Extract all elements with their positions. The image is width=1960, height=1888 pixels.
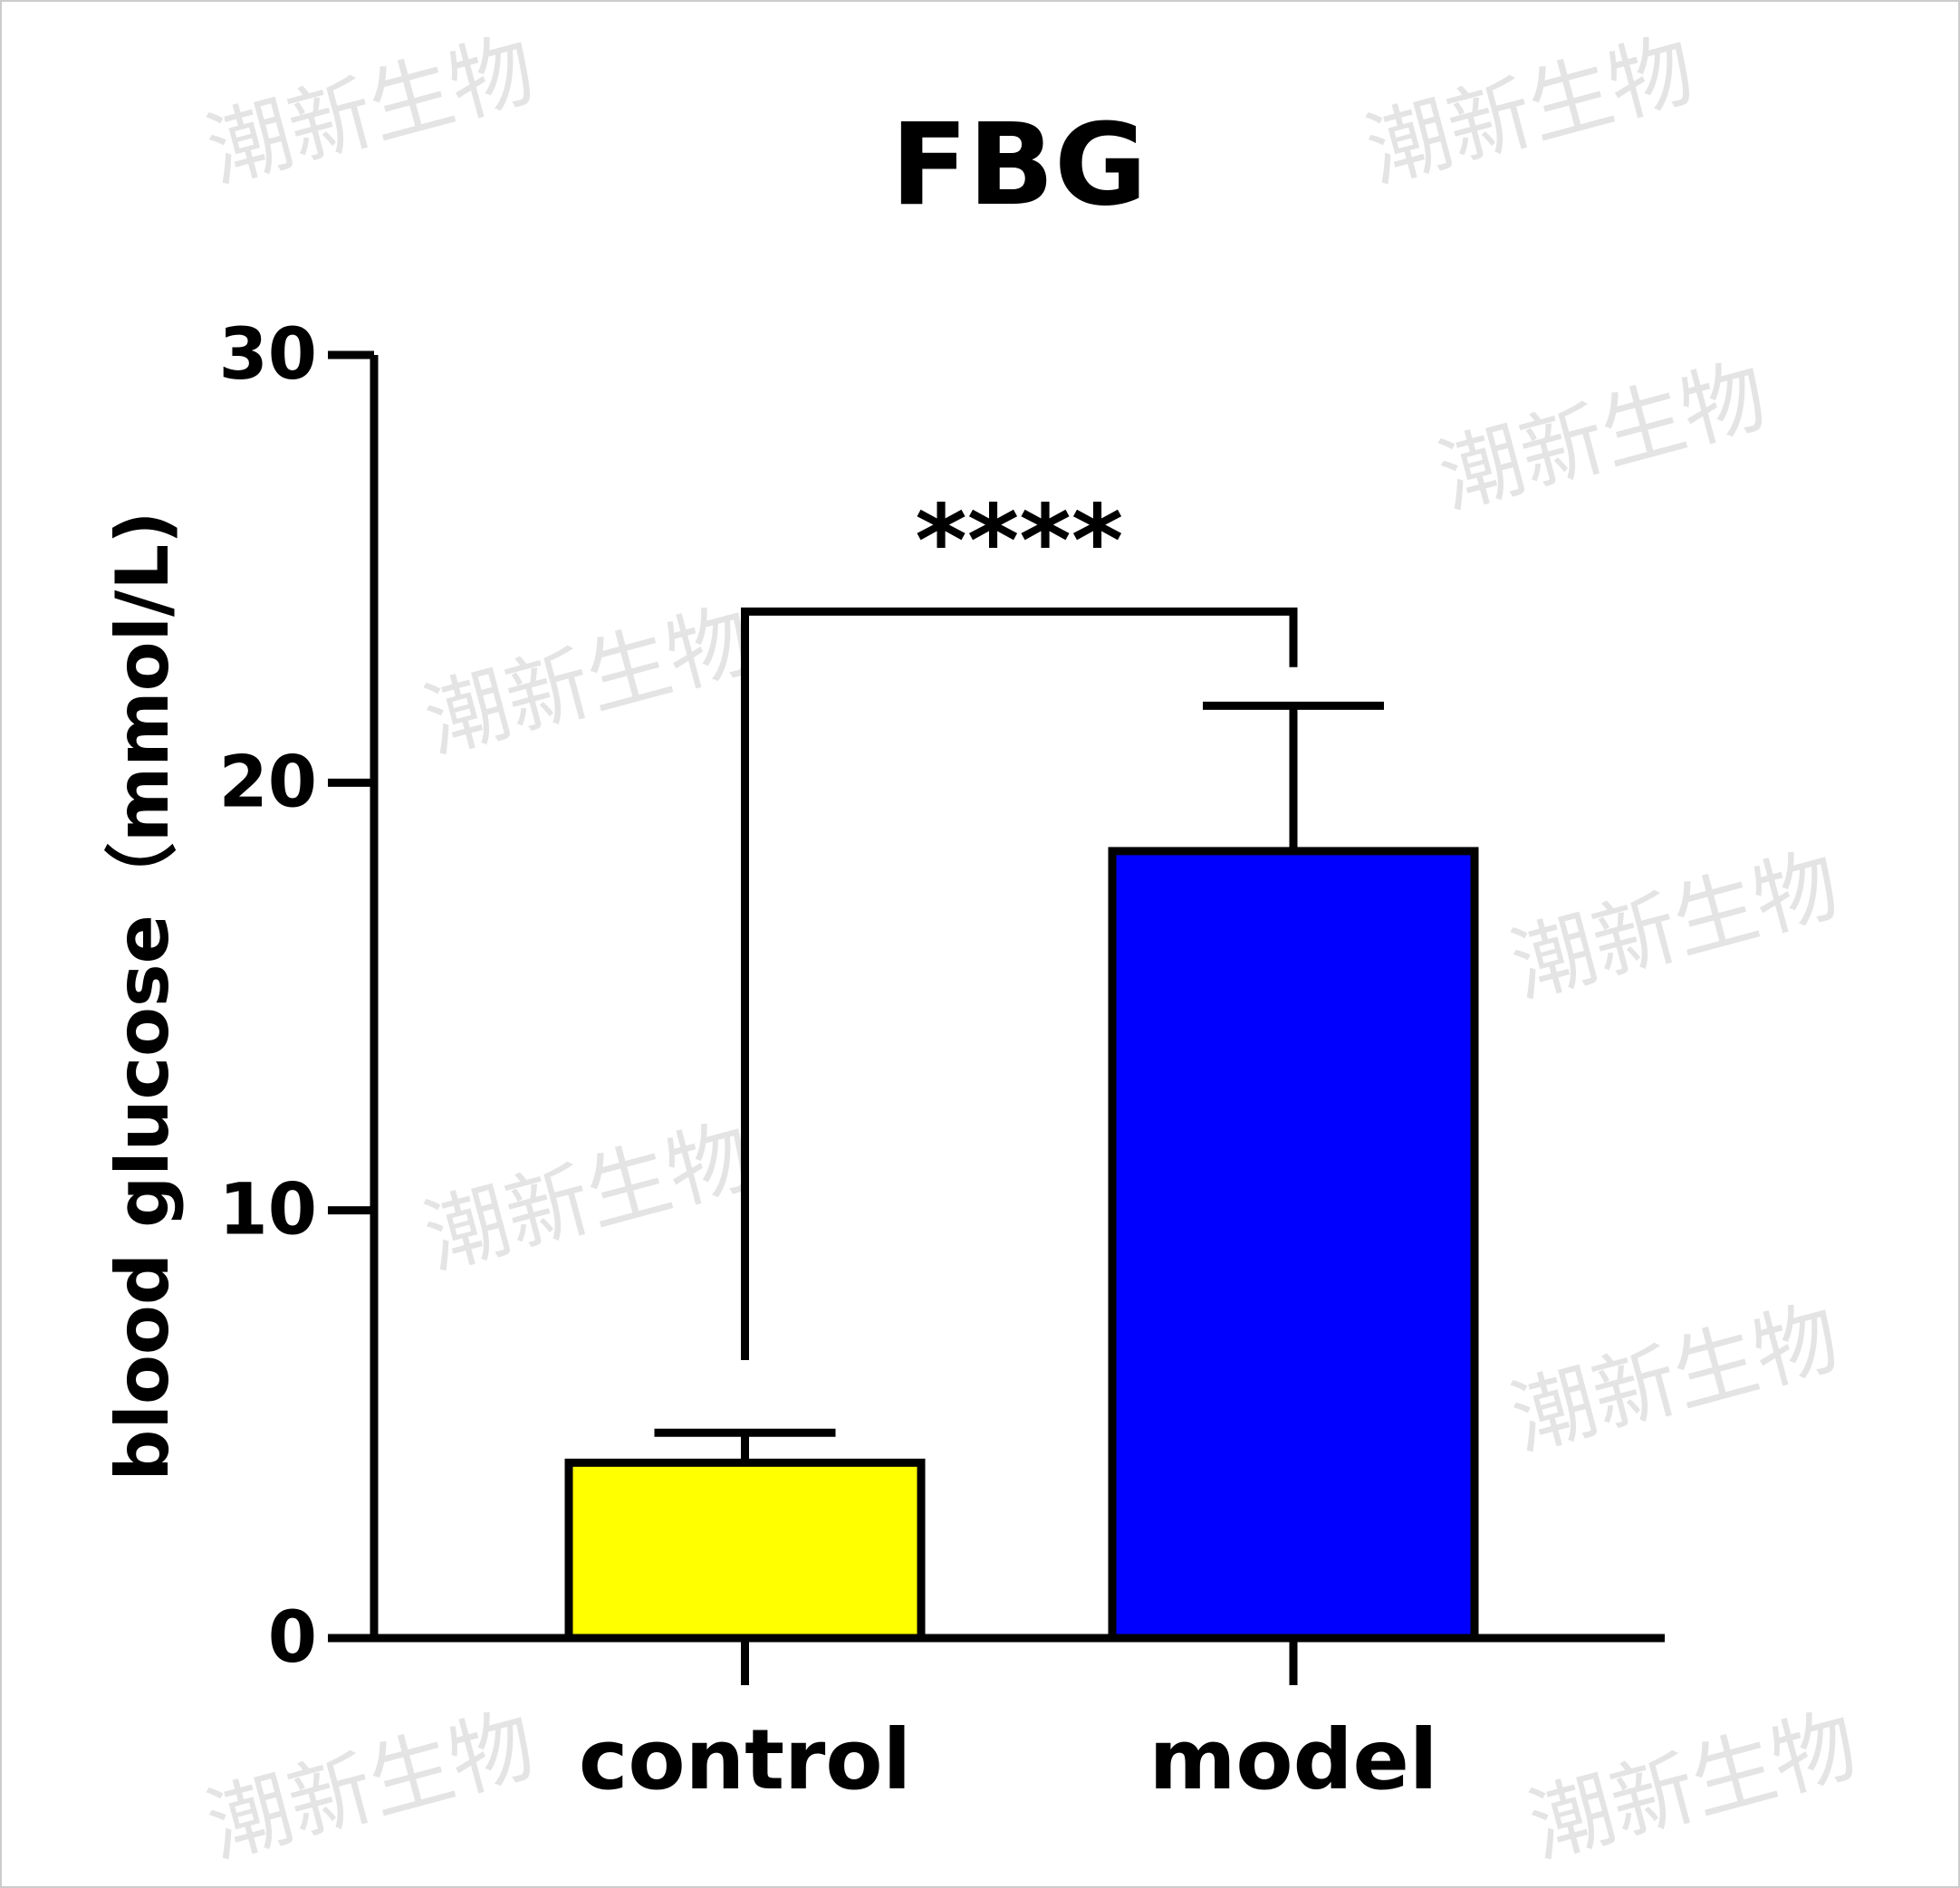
x-tick-label: control [579, 1711, 911, 1808]
y-tick-label: 10 [218, 1170, 317, 1251]
significance-bracket [741, 607, 1298, 1360]
y-tick-label: 20 [218, 742, 317, 823]
y-tick-label: 0 [268, 1597, 317, 1679]
chart-title: FBG [890, 100, 1147, 231]
plot-area: 0 10 20 30 control model **** [218, 314, 1665, 1808]
bar-control [564, 1458, 926, 1643]
bar-model [1108, 847, 1479, 1643]
significance-label: **** [915, 483, 1123, 599]
x-tick-label: model [1149, 1711, 1438, 1808]
y-axis-label: blood glucose（mmol/L) [101, 511, 185, 1481]
y-tick-label: 30 [218, 314, 317, 396]
